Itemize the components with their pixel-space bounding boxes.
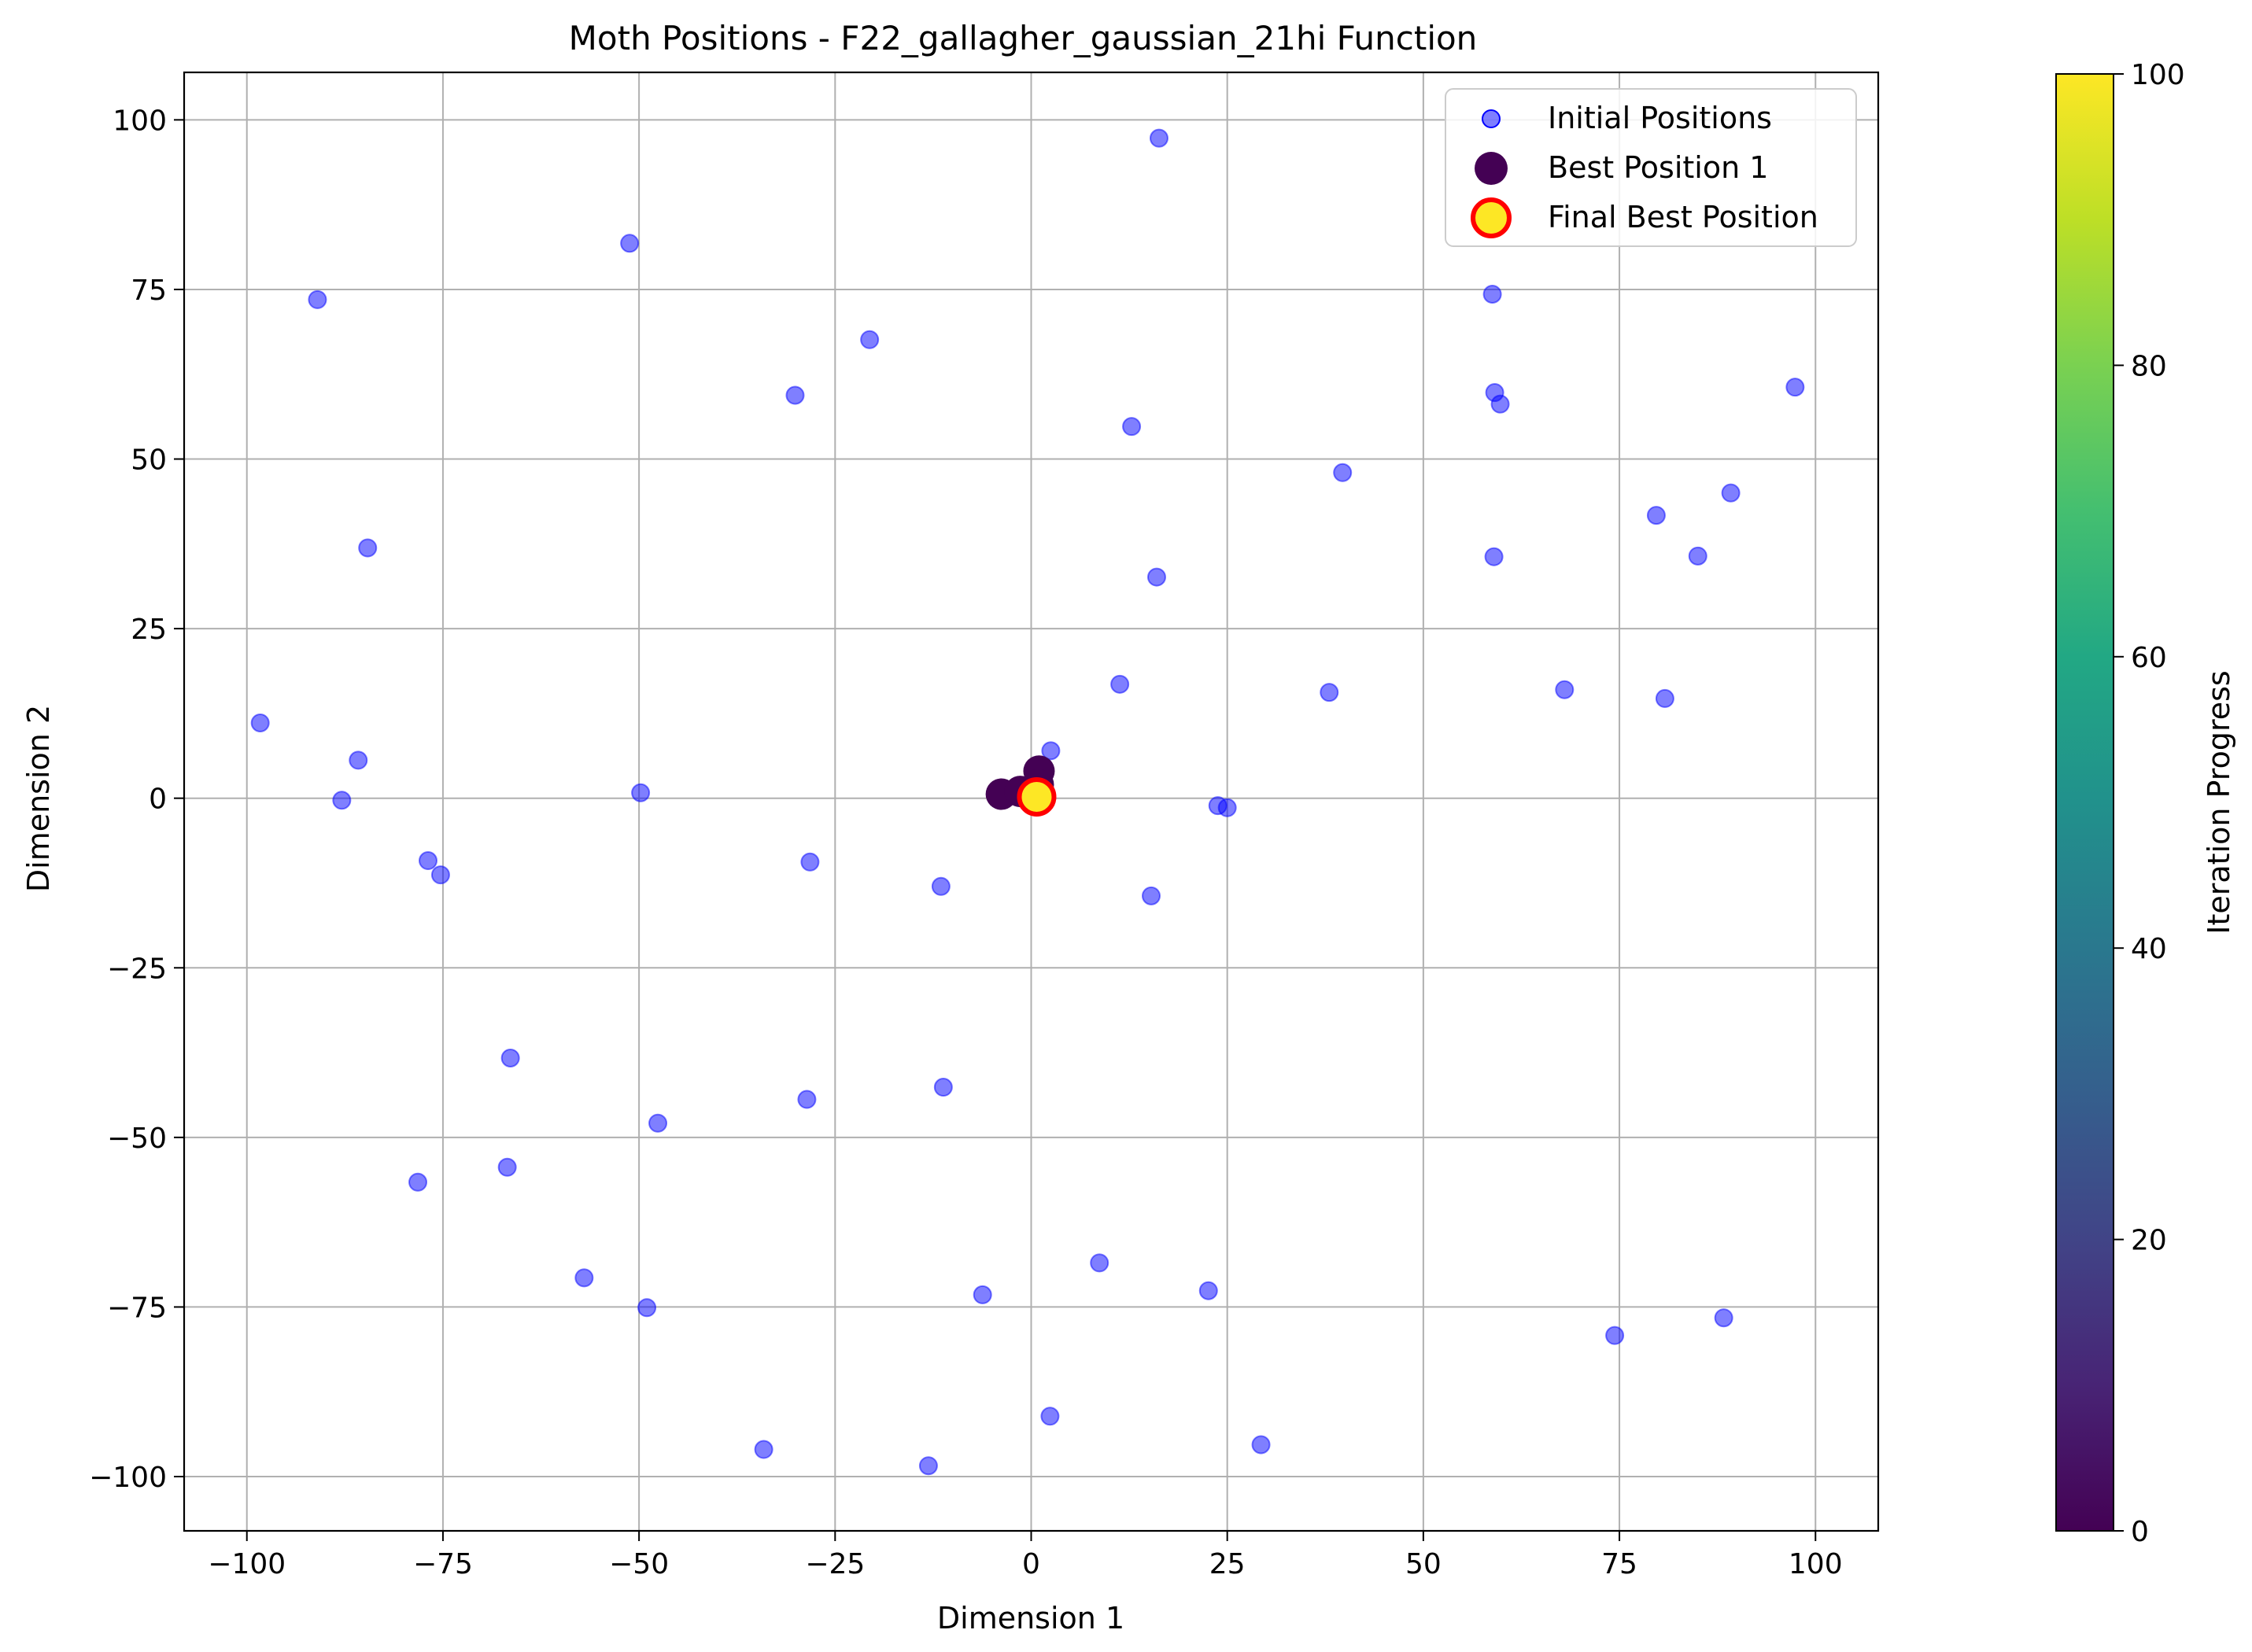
initial-position-point bbox=[1714, 1308, 1733, 1328]
initial-position-point bbox=[933, 1078, 953, 1097]
legend-label-initial: Initial Positions bbox=[1548, 101, 1772, 135]
colorbar-label: Iteration Progress bbox=[2202, 670, 2236, 934]
colorbar-tick-label: 0 bbox=[2131, 1516, 2149, 1548]
initial-position-point bbox=[918, 1456, 938, 1476]
x-tick-label: 0 bbox=[1022, 1548, 1040, 1580]
y-tick-label: 75 bbox=[131, 275, 167, 307]
initial-position-point bbox=[800, 852, 820, 872]
initial-position-point bbox=[1110, 674, 1130, 694]
initial-position-point bbox=[797, 1090, 817, 1109]
initial-position-point bbox=[1146, 567, 1166, 587]
x-tick-label: 75 bbox=[1601, 1548, 1637, 1580]
y-tick-label: −50 bbox=[107, 1123, 167, 1155]
initial-position-point bbox=[250, 713, 270, 732]
initial-position-point bbox=[973, 1285, 992, 1304]
initial-position-point bbox=[1149, 128, 1168, 148]
initial-position-point bbox=[497, 1157, 517, 1177]
initial-position-point bbox=[574, 1268, 594, 1288]
initial-position-point bbox=[500, 1048, 520, 1068]
initial-position-point bbox=[418, 851, 437, 871]
chart-title: Moth Positions - F22_gallagher_gaussian_… bbox=[569, 19, 1478, 57]
initial-position-point bbox=[860, 330, 880, 349]
initial-position-point bbox=[358, 538, 378, 558]
initial-position-point bbox=[1040, 1407, 1060, 1426]
y-tick-label: 25 bbox=[131, 614, 167, 646]
initial-position-point bbox=[1688, 546, 1707, 566]
x-tick-label: −100 bbox=[208, 1548, 286, 1580]
initial-position-point bbox=[1122, 417, 1142, 437]
initial-position-point bbox=[1217, 798, 1237, 817]
initial-position-point bbox=[1320, 683, 1339, 702]
colorbar-tick-label: 40 bbox=[2131, 933, 2167, 965]
initial-position-point bbox=[754, 1440, 773, 1459]
y-tick-label: 50 bbox=[131, 444, 167, 477]
initial-position-point bbox=[648, 1113, 668, 1133]
colorbar-gradient bbox=[2055, 73, 2114, 1532]
y-tick-label: −75 bbox=[107, 1292, 167, 1324]
initial-position-point bbox=[332, 791, 352, 810]
initial-position-point bbox=[1251, 1435, 1271, 1455]
y-tick-label: 100 bbox=[113, 105, 167, 137]
legend-marker-initial bbox=[1482, 109, 1501, 128]
initial-position-point bbox=[1142, 886, 1161, 905]
y-tick-label: −100 bbox=[89, 1462, 167, 1494]
x-tick-label: −50 bbox=[609, 1548, 669, 1580]
y-axis-ticks: −100 −75 −50 −25 0 25 50 75 100 bbox=[89, 105, 184, 1494]
y-tick-label: −25 bbox=[107, 953, 167, 985]
legend-label-final: Final Best Position bbox=[1548, 200, 1818, 234]
initial-position-point bbox=[1484, 547, 1504, 566]
initial-position-point bbox=[1655, 688, 1674, 708]
colorbar-tick-label: 100 bbox=[2131, 59, 2185, 91]
legend-label-best: Best Position 1 bbox=[1548, 150, 1768, 185]
colorbar-ticks: 0 20 40 60 80 100 bbox=[2114, 59, 2185, 1548]
y-tick-label: 0 bbox=[149, 784, 167, 816]
colorbar-tick-label: 80 bbox=[2131, 350, 2167, 382]
initial-position-point bbox=[1605, 1326, 1625, 1345]
initial-position-point bbox=[1721, 483, 1741, 503]
initial-position-point bbox=[308, 289, 327, 309]
legend: Initial Positions Best Position 1 Final … bbox=[1445, 88, 1857, 247]
initial-position-point bbox=[1785, 378, 1805, 397]
x-tick-label: −25 bbox=[805, 1548, 865, 1580]
initial-position-point bbox=[1646, 506, 1666, 525]
initial-position-point bbox=[408, 1172, 428, 1192]
legend-marker-final bbox=[1471, 197, 1512, 238]
x-axis-label: Dimension 1 bbox=[937, 1601, 1124, 1635]
initial-position-point bbox=[1490, 394, 1510, 414]
legend-marker-best bbox=[1475, 152, 1508, 185]
y-axis-label: Dimension 2 bbox=[21, 705, 56, 892]
x-tick-label: 25 bbox=[1209, 1548, 1246, 1580]
final-best-position-point bbox=[1017, 776, 1057, 817]
legend-box bbox=[1445, 88, 1857, 247]
initial-position-point bbox=[620, 234, 640, 253]
data-points bbox=[250, 128, 1805, 1476]
initial-position-point bbox=[1482, 284, 1502, 304]
initial-position-point bbox=[1555, 680, 1575, 699]
colorbar-tick-label: 20 bbox=[2131, 1225, 2167, 1257]
initial-position-point bbox=[1198, 1281, 1218, 1300]
initial-position-point bbox=[785, 385, 805, 405]
x-tick-label: 50 bbox=[1405, 1548, 1442, 1580]
initial-position-point bbox=[1090, 1253, 1109, 1273]
initial-position-point bbox=[1333, 463, 1353, 482]
initial-position-point bbox=[430, 865, 450, 885]
colorbar-tick-label: 60 bbox=[2131, 642, 2167, 674]
initial-position-point bbox=[1041, 741, 1061, 761]
x-axis-ticks: −100 −75 −50 −25 0 25 50 75 100 bbox=[208, 1531, 1843, 1580]
initial-position-point bbox=[349, 750, 368, 770]
x-tick-label: 100 bbox=[1789, 1548, 1843, 1580]
colorbar: 0 20 40 60 80 100 Iteration Progress bbox=[2055, 59, 2236, 1548]
initial-position-point bbox=[637, 1298, 657, 1318]
initial-position-point bbox=[931, 876, 951, 896]
x-tick-label: −75 bbox=[413, 1548, 473, 1580]
initial-position-point bbox=[631, 783, 651, 802]
